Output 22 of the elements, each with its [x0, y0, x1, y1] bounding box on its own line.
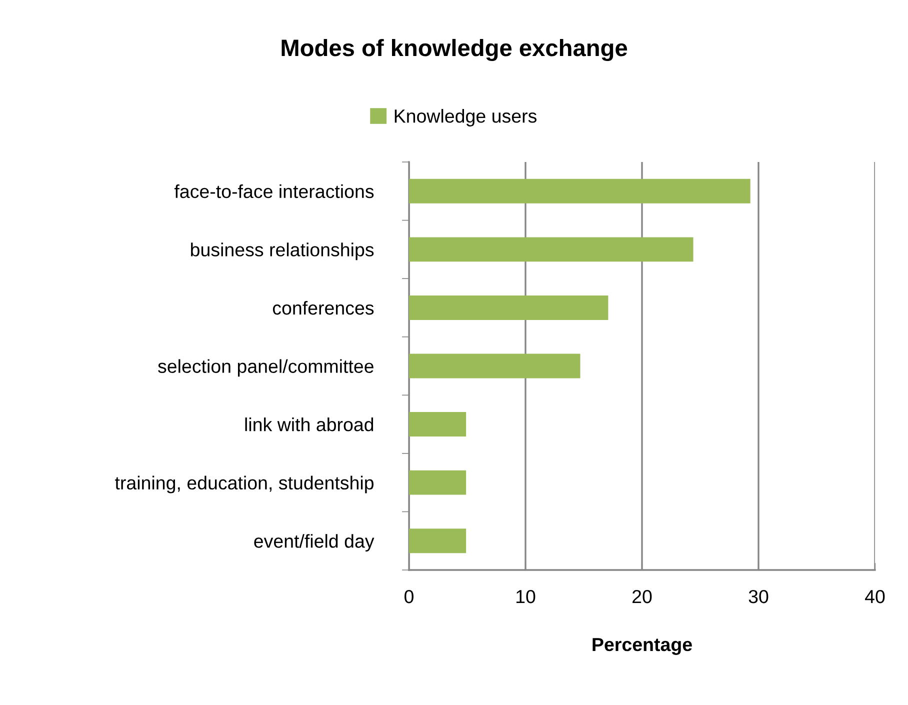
x-tick-label: 0: [404, 590, 414, 604]
bar: [409, 295, 608, 320]
y-tick-label: face-to-face interactions: [174, 184, 374, 198]
x-tick-label: 20: [632, 590, 652, 604]
y-tick-label: selection panel/committee: [158, 359, 374, 377]
y-tick-label: training, education, studentship: [115, 476, 374, 494]
x-tick-label: 30: [748, 590, 768, 604]
x-tick-label: 10: [516, 590, 536, 604]
bar: [409, 412, 466, 437]
y-tick-label: event/field day: [254, 534, 374, 552]
y-tick-label: conferences: [272, 300, 374, 315]
legend-label: Knowledge users: [394, 108, 536, 126]
bar: [409, 528, 466, 554]
y-tick-label: link with abroad: [245, 417, 374, 432]
bar: [409, 470, 466, 495]
bar: [409, 178, 750, 204]
bar: [409, 237, 694, 262]
x-axis-title: Percentage: [592, 638, 692, 655]
chart-title: Modes of knowledge exchange: [282, 38, 628, 62]
x-tick-label: 40: [865, 590, 885, 604]
bar: [409, 354, 580, 378]
y-tick-label: business relationships: [191, 242, 374, 260]
